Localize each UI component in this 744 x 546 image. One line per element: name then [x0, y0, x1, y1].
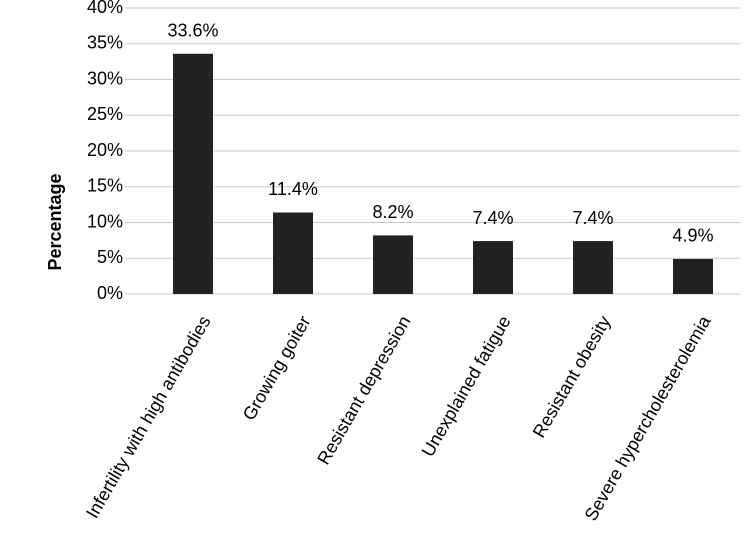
y-tick-label: 0% [97, 283, 123, 303]
y-tick-label: 20% [87, 140, 123, 160]
x-tick-label: Unexplained fatigue [418, 312, 515, 460]
value-label: 7.4% [572, 208, 613, 228]
y-tick-label: 30% [87, 68, 123, 88]
x-tick-label: Infertility with high antibodies [82, 312, 214, 521]
bar [373, 235, 413, 294]
x-tick-label: Resistant depression [313, 312, 414, 468]
y-tick-label: 25% [87, 104, 123, 124]
x-tick-label: Resistant obesity [529, 312, 615, 441]
y-tick-label: 35% [87, 33, 123, 53]
value-label: 4.9% [672, 226, 713, 246]
value-label: 8.2% [372, 202, 413, 222]
bar [273, 212, 313, 294]
y-tick-label: 15% [87, 176, 123, 196]
value-label: 33.6% [167, 21, 218, 41]
bar [173, 53, 213, 295]
value-label: 11.4% [268, 179, 318, 199]
bar [573, 241, 613, 294]
y-tick-label: 10% [87, 211, 123, 231]
y-tick-label: 5% [97, 247, 123, 267]
value-label: 7.4% [472, 208, 513, 228]
bar [673, 258, 713, 294]
x-tick-label: Growing goiter [239, 312, 315, 423]
bar [473, 241, 513, 294]
y-axis-title: Percentage [45, 173, 65, 270]
y-tick-label: 40% [87, 0, 123, 17]
